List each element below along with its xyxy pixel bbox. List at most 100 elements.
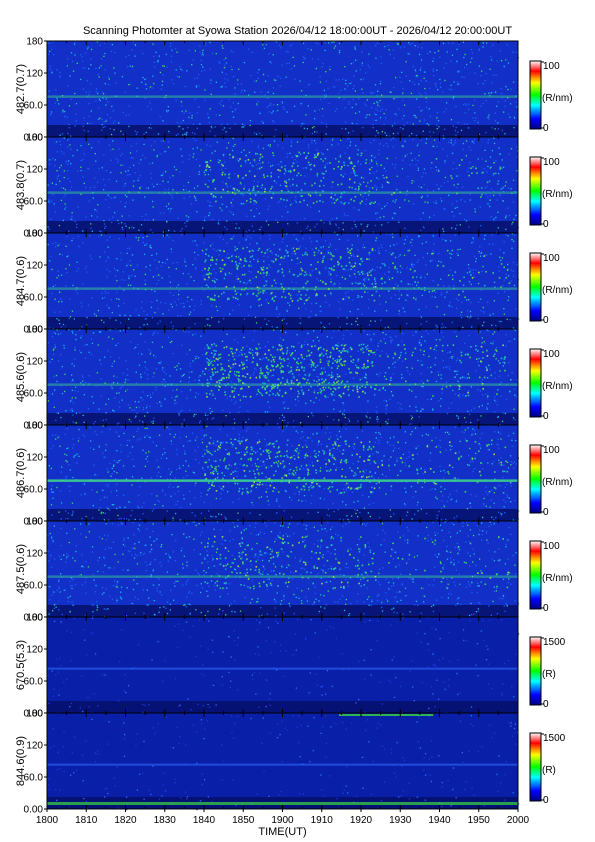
- noise-speck: [186, 283, 188, 285]
- noise-speck: [347, 215, 349, 217]
- noise-speck: [323, 367, 326, 369]
- noise-speck: [411, 265, 413, 267]
- aurora-speck: [272, 393, 274, 395]
- noise-speck: [454, 228, 457, 230]
- aurora-speck: [470, 274, 472, 276]
- noise-speck: [507, 97, 509, 99]
- noise-speck: [111, 221, 113, 224]
- aurora-speck: [293, 169, 296, 171]
- noise-speck: [489, 314, 491, 316]
- noise-speck: [494, 377, 496, 379]
- noise-speck: [497, 180, 500, 182]
- noise-speck: [203, 219, 206, 222]
- noise-speck: [126, 368, 129, 370]
- noise-speck: [422, 226, 425, 228]
- aurora-speck: [323, 381, 326, 383]
- noise-speck: [271, 260, 273, 262]
- noise-speck: [68, 105, 71, 107]
- aurora-speck: [225, 376, 228, 379]
- noise-speck: [269, 234, 271, 236]
- noise-speck: [357, 249, 359, 251]
- noise-speck: [242, 195, 244, 197]
- noise-speck: [333, 41, 335, 43]
- noise-speck: [185, 189, 187, 191]
- aurora-speck: [303, 366, 306, 369]
- noise-speck: [433, 243, 435, 245]
- noise-speck: [236, 275, 238, 277]
- aurora-speck: [316, 200, 318, 203]
- noise-speck: [363, 376, 366, 378]
- noise-speck: [398, 43, 400, 45]
- noise-speck: [465, 421, 467, 423]
- noise-speck: [468, 167, 470, 169]
- noise-speck: [377, 345, 379, 347]
- aurora-speck: [293, 376, 295, 379]
- noise-speck: [497, 360, 500, 362]
- aurora-speck: [234, 387, 236, 390]
- aurora-speck: [414, 281, 416, 283]
- noise-speck: [359, 296, 361, 298]
- aurora-speck: [287, 190, 290, 193]
- noise-speck: [100, 331, 102, 333]
- noise-speck: [403, 156, 406, 158]
- noise-speck: [133, 227, 135, 229]
- noise-speck: [442, 385, 444, 388]
- aurora-speck: [283, 199, 285, 201]
- noise-speck: [73, 318, 75, 320]
- aurora-speck: [483, 376, 486, 379]
- aurora-speck: [475, 345, 477, 347]
- noise-speck: [161, 346, 163, 348]
- aurora-speck: [264, 188, 266, 190]
- aurora-speck: [430, 371, 433, 373]
- aurora-speck: [340, 265, 343, 268]
- aurora-speck: [499, 168, 501, 170]
- noise-speck: [103, 251, 106, 253]
- noise-speck: [72, 380, 74, 382]
- noise-speck: [480, 105, 482, 107]
- noise-speck: [317, 376, 319, 378]
- aurora-speck: [249, 352, 252, 354]
- noise-speck: [209, 82, 212, 84]
- aurora-speck: [288, 178, 290, 181]
- noise-speck: [247, 235, 249, 237]
- aurora-speck: [337, 263, 339, 266]
- noise-speck: [457, 380, 459, 382]
- noise-speck: [440, 327, 443, 329]
- aurora-speck: [249, 395, 252, 398]
- noise-speck: [269, 61, 271, 63]
- noise-speck: [434, 296, 436, 298]
- noise-speck: [300, 90, 303, 92]
- noise-speck: [375, 108, 377, 110]
- aurora-speck: [288, 371, 290, 374]
- noise-speck: [247, 314, 250, 316]
- aurora-speck: [231, 390, 234, 392]
- aurora-speck: [331, 268, 333, 271]
- aurora-speck: [454, 271, 457, 273]
- noise-speck: [48, 327, 51, 329]
- noise-speck: [411, 245, 413, 247]
- noise-speck: [188, 313, 191, 316]
- noise-speck: [140, 397, 142, 399]
- aurora-speck: [213, 349, 215, 352]
- noise-speck: [360, 154, 362, 157]
- aurora-speck: [332, 357, 334, 360]
- noise-speck: [247, 280, 250, 282]
- noise-speck: [115, 158, 117, 160]
- noise-speck: [277, 316, 279, 318]
- noise-speck: [477, 317, 479, 320]
- noise-speck: [416, 75, 419, 77]
- noise-speck: [502, 284, 504, 287]
- noise-speck: [154, 290, 156, 292]
- noise-speck: [219, 357, 222, 359]
- noise-speck: [392, 363, 394, 365]
- colorbar-unit-label: (R/nm): [542, 285, 573, 296]
- noise-speck: [81, 306, 83, 308]
- noise-speck: [503, 166, 505, 168]
- noise-speck: [376, 373, 378, 375]
- noise-speck: [292, 178, 294, 180]
- noise-speck: [268, 162, 270, 164]
- aurora-speck: [287, 255, 290, 257]
- aurora-speck: [361, 200, 363, 203]
- noise-speck: [316, 240, 318, 242]
- noise-speck: [311, 57, 314, 60]
